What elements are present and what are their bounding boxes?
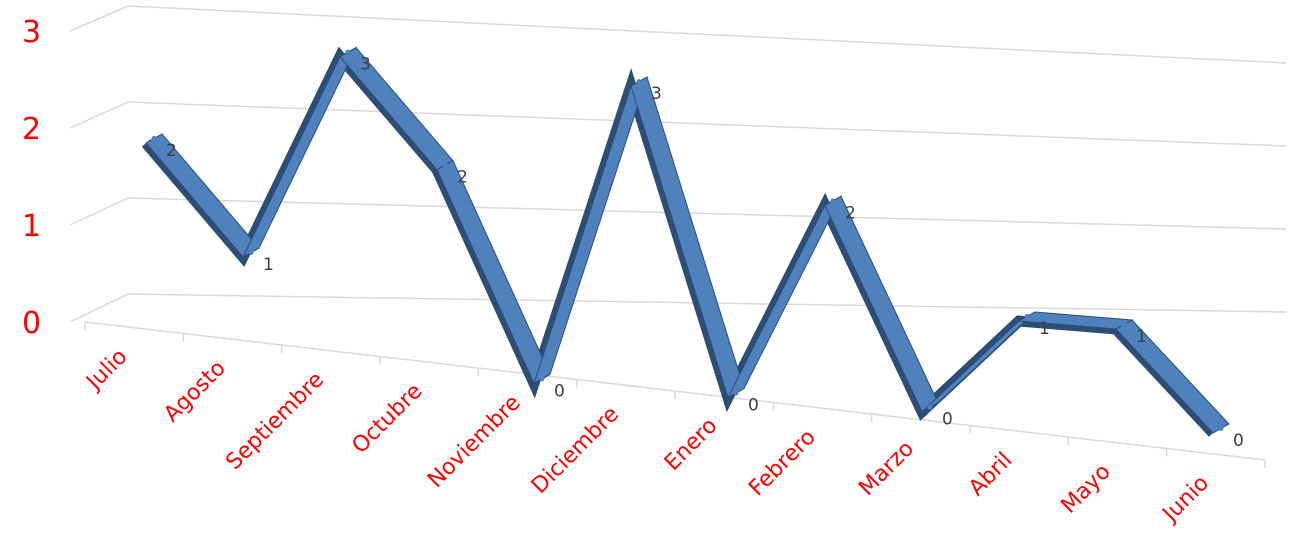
y-tick-label-1: 1 <box>22 209 41 244</box>
data-label-febrero: 2 <box>845 203 856 223</box>
series-segment <box>145 133 260 258</box>
data-label-agosto: 1 <box>263 255 274 275</box>
data-point-julio <box>151 136 157 141</box>
data-point-septiembre <box>345 49 351 55</box>
y-tick-label-2: 2 <box>22 112 41 147</box>
x-tick-label-noviembre: Noviembre <box>423 390 526 493</box>
x-tick-label-agosto: Agosto <box>159 356 230 427</box>
data-label-diciembre: 3 <box>651 84 662 104</box>
data-point-noviembre <box>539 376 545 382</box>
data-point-febrero <box>830 198 836 204</box>
gridline-side-0 <box>69 293 129 323</box>
data-point-marzo <box>927 404 933 410</box>
y-tick-label-0: 0 <box>22 306 41 341</box>
gridline-back-1 <box>127 197 1287 230</box>
x-tick-label-marzo: Marzo <box>854 436 919 501</box>
data-label-junio: 0 <box>1233 431 1244 451</box>
data-label-enero: 0 <box>748 396 759 416</box>
data-point-enero <box>733 390 739 396</box>
x-tick-label-febrero: Febrero <box>744 425 820 501</box>
x-tick-label-octubre: Octubre <box>347 379 427 459</box>
series-segment <box>533 76 648 385</box>
data-label-julio: 2 <box>166 141 177 161</box>
gridline-side-1 <box>69 197 129 226</box>
x-tick-label-enero: Enero <box>660 413 723 476</box>
data-point-agosto <box>248 250 254 255</box>
data-point-mayo <box>1121 322 1127 327</box>
data-point-abril <box>1024 314 1030 319</box>
series-segment <box>921 311 1036 413</box>
data-point-diciembre <box>636 79 642 85</box>
x-tick-label-abril: Abril <box>964 448 1017 501</box>
y-tick-label-3: 3 <box>22 15 41 50</box>
gridline-side-3 <box>69 5 129 32</box>
data-label-abril: 1 <box>1039 319 1050 339</box>
x-tick-label-mayo: Mayo <box>1056 459 1115 518</box>
x-tick-label-diciembre: Diciembre <box>527 402 624 499</box>
data-point-octubre <box>442 162 448 168</box>
data-label-marzo: 0 <box>942 410 953 430</box>
x-tick-label-junio: Junio <box>1157 471 1214 528</box>
data-label-octubre: 2 <box>457 168 468 188</box>
data-label-noviembre: 0 <box>554 381 565 401</box>
series-segment <box>339 46 454 171</box>
x-axis <box>84 321 1266 468</box>
series-segment <box>436 160 551 385</box>
gridline-back-3 <box>127 5 1287 64</box>
data-label-mayo: 1 <box>1136 327 1147 347</box>
series-segment <box>726 195 843 399</box>
series-ribbon <box>141 46 1230 437</box>
data-label-septiembre: 3 <box>360 55 371 75</box>
series-segment <box>241 46 358 259</box>
data-point-junio <box>1218 426 1224 431</box>
series-segment <box>824 195 939 413</box>
gridline-side-2 <box>69 101 129 129</box>
x-tick-label-julio: Julio <box>81 344 133 396</box>
gridlines <box>69 5 1287 323</box>
x-tick-label-septiembre: Septiembre <box>221 367 329 475</box>
series-segment <box>1115 319 1230 434</box>
